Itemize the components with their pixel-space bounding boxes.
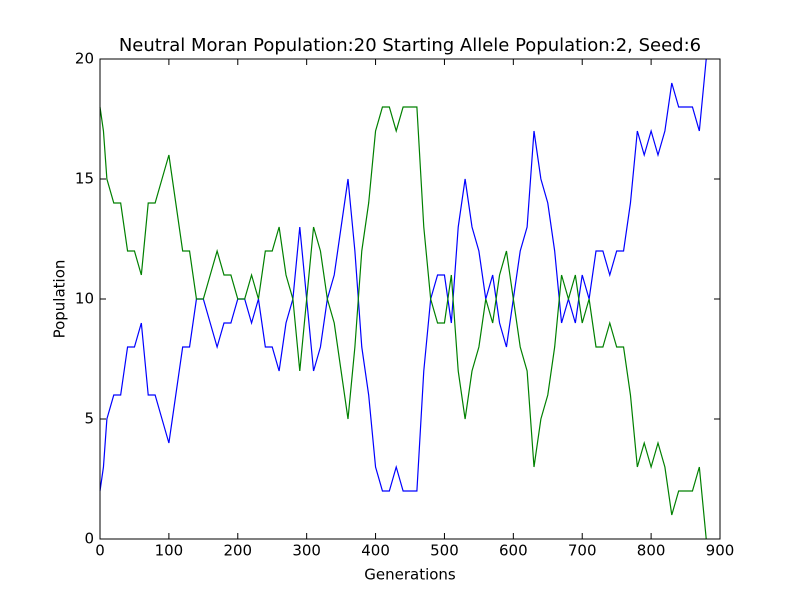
y-tick-label: 15 (75, 170, 94, 188)
x-tick-label: 100 (155, 542, 184, 560)
x-tick-label: 500 (430, 542, 459, 560)
x-axis-label: Generations (364, 566, 456, 584)
x-tick-label: 400 (361, 542, 390, 560)
y-tick-label: 5 (84, 410, 94, 428)
x-tick-label: 0 (95, 542, 105, 560)
x-tick-label: 900 (706, 542, 735, 560)
y-tick-label: 0 (84, 530, 94, 548)
y-tick-label: 10 (75, 290, 94, 308)
series-line (99, 58, 707, 492)
x-tick-label: 200 (223, 542, 252, 560)
x-tick-label: 700 (568, 542, 597, 560)
x-tick-label: 800 (637, 542, 666, 560)
y-axis-label: Population (51, 260, 69, 339)
x-tick-label: 600 (499, 542, 528, 560)
x-tick-label: 300 (292, 542, 321, 560)
chart-title: Neutral Moran Population:20 Starting All… (119, 35, 701, 56)
series-line (99, 106, 707, 540)
y-tick-label: 20 (75, 50, 94, 68)
